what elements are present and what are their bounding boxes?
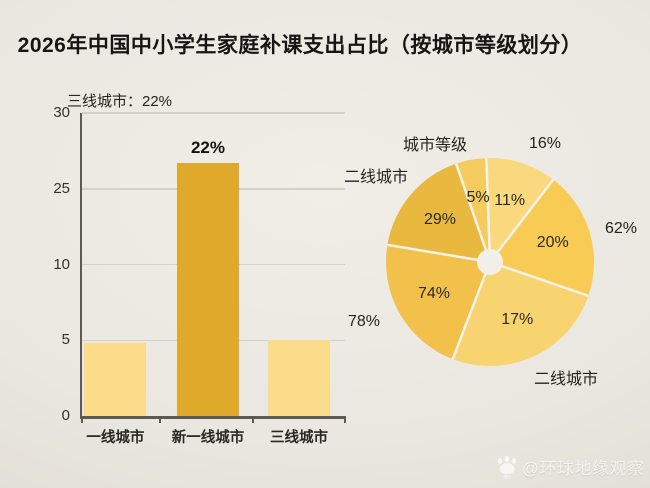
pie-slice-separator	[485, 158, 492, 263]
bar-新一线城市	[176, 163, 239, 416]
pie-outer-label: 78%	[348, 313, 381, 330]
pie-outer-label: 16%	[529, 135, 562, 152]
pie-inner-label: 11%	[494, 191, 526, 209]
pie-slice-separator	[387, 243, 491, 264]
pie-inner-label: 5%	[466, 188, 490, 206]
pie-slice-separator	[489, 178, 555, 263]
pie-slice-20%	[490, 179, 594, 296]
bar-value-label: 22%	[190, 137, 225, 157]
pie-slice-separator	[451, 261, 492, 360]
paw-du-icon: du	[497, 456, 517, 480]
pie-slice-11%	[486, 158, 554, 262]
pie-slice-separator	[454, 163, 492, 263]
svg-text:du: du	[503, 474, 511, 480]
watermark: du @环球地缘观察	[496, 455, 645, 479]
pie-slice-74%	[386, 244, 490, 360]
y-axis-tick-label: 5	[61, 331, 70, 349]
pie-svg	[386, 158, 594, 366]
gridline	[82, 112, 345, 114]
x-axis-label: 三线城市	[269, 430, 328, 446]
y-axis-tick-label: 0	[61, 407, 70, 424]
x-axis-tick	[159, 416, 162, 423]
x-axis-tick	[81, 416, 83, 423]
y-axis-tick-label: 10	[53, 255, 70, 273]
x-axis-tick	[344, 416, 346, 423]
pie-inner-label: 29%	[423, 210, 456, 228]
bar-plot-area: 30 25 10 5 0 一线城市 22% 新一线城市 三线城市	[53, 104, 346, 446]
y-axis-tick-label: 25	[53, 179, 70, 197]
pie-inner-label: 74%	[418, 284, 451, 302]
bar-三线城市	[267, 340, 330, 416]
x-axis-label: 新一线城市	[171, 430, 245, 446]
pie-chart: 11% 20% 17% 74% 29% 5%	[378, 150, 602, 374]
pie-outer-label: 城市等级	[403, 137, 468, 154]
pie-outer-label: 二线城市	[344, 169, 409, 186]
pie-donut-hole	[477, 249, 503, 275]
x-axis-label: 一线城市	[86, 430, 145, 446]
pie-inner-label: 20%	[536, 234, 569, 252]
pie-outer-label: 二线城市	[534, 371, 599, 388]
pie-outer-label: 62%	[605, 220, 638, 237]
pie-slice-separator	[489, 260, 589, 298]
watermark-text: @环球地缘观察	[522, 460, 645, 478]
x-axis-tick	[252, 416, 255, 423]
pie-inner-label: 17%	[501, 311, 534, 329]
page-title: 2026年中国中小学生家庭补课支出占比（按城市等级划分）	[17, 34, 583, 57]
bar-chart-annotation: 三线城市：22%	[67, 93, 173, 110]
y-axis-tick-label: 30	[53, 104, 70, 121]
bar-一线城市	[84, 343, 147, 416]
pie-slice-17%	[452, 262, 589, 366]
